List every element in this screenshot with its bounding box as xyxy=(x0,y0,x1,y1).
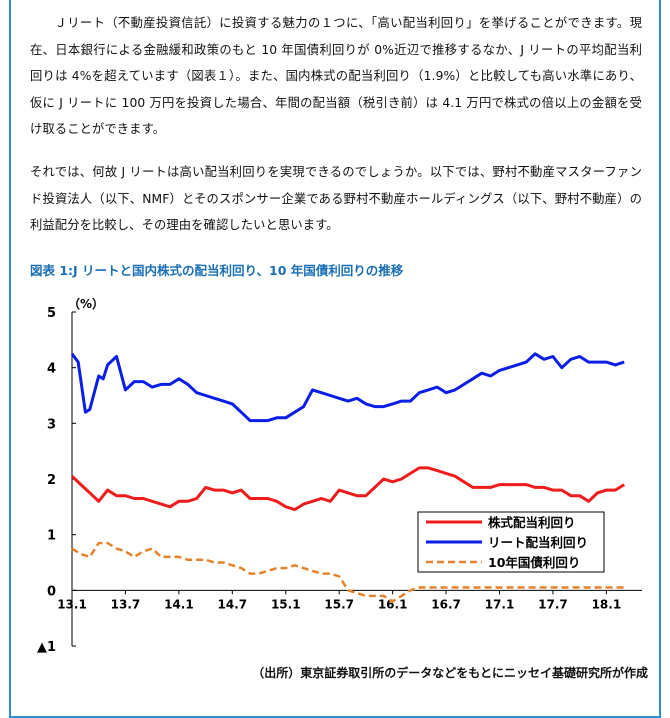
y-tick-label: 5 xyxy=(47,306,56,321)
x-tick-label: 17.1 xyxy=(485,597,515,611)
y-tick-label: 0 xyxy=(47,584,56,599)
stock-dividend-yield-line xyxy=(70,466,625,512)
legend-label-stock: 株式配当利回り xyxy=(488,515,576,530)
x-tick-label: 14.7 xyxy=(218,597,248,611)
source-note: （出所）東京証券取引所のデータなどをもとにニッセイ基礎研究所が作成 xyxy=(252,666,648,680)
x-tick-label: 16.1 xyxy=(378,597,408,611)
x-tick-label: 13.1 xyxy=(57,597,87,611)
x-tick-label: 18.1 xyxy=(592,597,622,611)
y-tick-label: 2 xyxy=(47,473,56,488)
y-axis-unit-label: （%） xyxy=(68,296,104,311)
intro-paragraph: Ｊリート（不動産投資信託）に投資する魅力の１つに、「高い配当利回り」を挙げること… xyxy=(30,16,642,136)
jgb-10y-yield-line xyxy=(71,541,625,603)
legend: 株式配当利回り リート配当利回り 10年国債利回り xyxy=(417,511,605,573)
figure-title: 図表 1:J リートと国内株式の配当利回り、10 年国債利回りの推移 xyxy=(30,263,404,278)
series-lines xyxy=(70,352,625,603)
legend-label-jgb: 10年国債利回り xyxy=(488,555,580,570)
legend-label-reit: リート配当利回り xyxy=(488,535,588,550)
x-tick-label: 14.1 xyxy=(164,597,194,611)
y-tick-label: 4 xyxy=(47,362,56,377)
x-tick-label: 15.7 xyxy=(324,597,354,611)
x-tick-label: 13.7 xyxy=(111,597,141,611)
y-tick-label: 3 xyxy=(47,417,56,432)
x-tick-label: 15.1 xyxy=(271,597,301,611)
reit-dividend-yield-line xyxy=(70,352,625,423)
question-paragraph: それでは、何故 J リートは高い配当利回りを実現できるのでしょうか。以下では、野… xyxy=(30,165,642,232)
y-tick-label: 1 xyxy=(47,529,56,544)
x-tick-labels: 13.1 13.7 14.1 14.7 15.1 15.7 16.1 16.7 17.1 17.7… xyxy=(57,590,621,611)
x-tick-label: 17.7 xyxy=(538,597,568,611)
y-tick-label: ▲1 xyxy=(37,640,56,655)
x-tick-label: 16.7 xyxy=(431,597,461,611)
